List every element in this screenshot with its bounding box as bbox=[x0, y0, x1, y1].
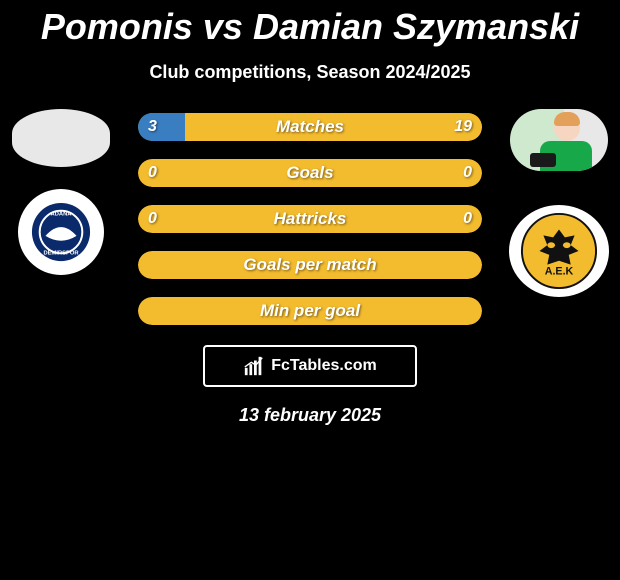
date-text: 13 february 2025 bbox=[0, 405, 620, 426]
page-title: Pomonis vs Damian Szymanski bbox=[0, 0, 620, 48]
metric-label: Matches bbox=[138, 113, 482, 141]
right-player-column: A.E.K bbox=[504, 109, 614, 297]
right-club-logo: A.E.K bbox=[509, 205, 609, 297]
metric-value-right: 0 bbox=[463, 159, 472, 187]
bar-chart-icon bbox=[243, 355, 265, 377]
metric-bars: Matches319Goals00Hattricks00Goals per ma… bbox=[138, 109, 482, 325]
aek-logo-icon: A.E.K bbox=[520, 212, 598, 290]
attribution-text: FcTables.com bbox=[271, 357, 377, 375]
left-club-logo: ADANA DEMIRSPOR bbox=[18, 189, 104, 275]
left-player-column: ADANA DEMIRSPOR bbox=[6, 109, 116, 275]
metric-row-matches: Matches3 19 bbox=[138, 113, 482, 141]
svg-text:A.E.K: A.E.K bbox=[545, 265, 574, 277]
metric-row-goals: Goals0 0 bbox=[138, 159, 482, 187]
left-player-photo bbox=[12, 109, 110, 167]
svg-text:ADANA: ADANA bbox=[51, 212, 73, 218]
attribution-badge: FcTables.com bbox=[203, 345, 417, 387]
metric-label: Min per goal bbox=[138, 297, 482, 325]
metric-value-right: 19 bbox=[454, 113, 472, 141]
metric-row-min-per-goal: Min per goal bbox=[138, 297, 482, 325]
metric-row-goals-per-match: Goals per match bbox=[138, 251, 482, 279]
metric-value-left: 3 bbox=[148, 113, 157, 141]
metric-label: Goals per match bbox=[138, 251, 482, 279]
metric-row-hattricks: Hattricks0 0 bbox=[138, 205, 482, 233]
metric-label: Goals bbox=[138, 159, 482, 187]
metric-value-left: 0 bbox=[148, 205, 157, 233]
metric-value-right: 0 bbox=[463, 205, 472, 233]
metric-label: Hattricks bbox=[138, 205, 482, 233]
adana-demirspor-logo-icon: ADANA DEMIRSPOR bbox=[30, 201, 92, 263]
metric-value-left: 0 bbox=[148, 159, 157, 187]
comparison-content: ADANA DEMIRSPOR A.E.K bbox=[0, 109, 620, 426]
svg-text:DEMIRSPOR: DEMIRSPOR bbox=[43, 250, 79, 256]
right-player-photo bbox=[510, 109, 608, 171]
subtitle: Club competitions, Season 2024/2025 bbox=[0, 62, 620, 83]
